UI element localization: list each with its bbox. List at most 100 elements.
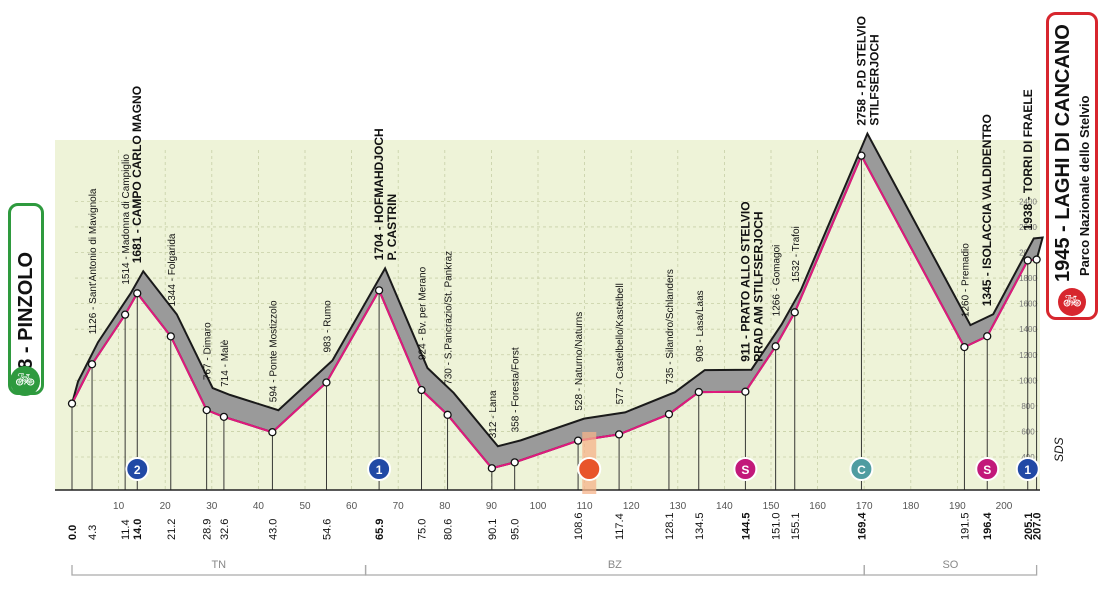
km-tick-label: 40 [253,501,265,512]
place-label: 983 - Rumo [322,300,333,353]
km-tick-label: 140 [716,501,733,512]
km-label: 0.0 [67,525,79,540]
altitude-tick-label: 1000 [1019,376,1037,385]
sprint-marker [975,457,1000,481]
place-label: 924 - Bv. per Merano [418,266,429,360]
km-tick-label: 190 [949,501,966,512]
place-label: 1260 - Premadio [960,243,971,317]
km-label: 11.4 [120,519,132,540]
km-label: 128.1 [664,512,676,540]
start-name: PINZOLO [15,251,37,341]
km-label: 169.4 [856,512,868,540]
km-label: 95.0 [510,519,522,540]
km-label: 117.4 [614,513,626,540]
km-label: 4.3 [87,525,99,540]
km-label: 144.5 [740,512,752,540]
place-label: 1704 - HOFMAHDJOCH [372,128,386,260]
place-label: 1126 - Sant'Antonio di Mavignola [88,188,99,334]
key-points [67,151,1041,490]
place-label: 1532 - Trafoi [791,226,802,282]
key-point-dot [573,436,583,445]
km-label: 205.1 [1023,512,1035,540]
sprint-marker [733,457,758,481]
km-label: 21.2 [166,519,178,540]
altitude-tick-label: 1200 [1019,351,1037,360]
place-label: 312 - Lana [488,390,499,438]
key-point-dot [614,430,624,439]
km-label: 65.9 [374,519,386,540]
km-tick-label: 70 [393,501,405,512]
km-tick-label: 180 [902,501,919,512]
altitude-tick-label: 1800 [1019,274,1037,283]
km-tick-label: 120 [623,501,640,512]
key-point-dot [374,286,384,295]
km-tick-label: 200 [996,501,1013,512]
km-label: 196.4 [982,512,994,540]
place-label: 577 - Castelbello/Kastelbell [615,283,626,404]
place-label-line2: STILFSERJOCH [867,34,881,125]
place-label: 767 - Dimaro [203,322,214,380]
marker-label: 1 [1024,463,1031,477]
key-point-dot [166,332,175,341]
climb-marker [125,457,150,481]
place-label: 528 - Naturno/Naturns [574,312,585,411]
km-tick-label: 50 [299,501,311,512]
key-point-dot [322,378,331,387]
key-point-dot [1023,256,1032,265]
km-tick-label: 130 [669,501,686,512]
feed-marker [577,457,602,481]
place-label: 1681 - CAMPO CARLO MAGNO [130,86,144,263]
km-tick-label: 90 [486,501,498,512]
key-point-dot [510,458,519,467]
place-label: 1345 - ISOLACCIA VALDIDENTRO [980,114,994,306]
key-point-dot [268,428,277,437]
region-label: SO [942,559,958,571]
place-label: 908 - Lasa/Laas [695,290,706,362]
key-point-dot [120,310,130,319]
altitude-tick-label: 2200 [1019,223,1037,232]
key-point-dot [771,342,780,351]
place-label: 1938 - TORRI DI FRAELE [1021,89,1035,230]
km-tick-label: 60 [346,501,358,512]
finish-title: 1945 - LAGHI DI CANCANO [1052,24,1074,282]
km-tick-label: 160 [809,501,826,512]
region-label: BZ [608,559,622,571]
km-label: 14.0 [132,519,144,540]
marker-label: S [983,463,991,477]
key-point-dot [664,410,674,419]
markers: 2 1 S C S 1 [125,432,1040,494]
km-label: 32.6 [219,519,231,540]
marker-label: 2 [134,463,141,477]
key-point-dot [1032,255,1041,264]
climb-marker [1015,457,1040,481]
key-point-dot [960,342,969,352]
place-label: 1266 - Gomagoi [772,245,783,317]
key-point-dot [219,412,229,422]
key-point-dot [857,151,866,160]
key-point-dot [694,387,703,397]
place-label-line2: PRAD AM STILFSERJOCH [751,211,765,361]
km-tick-label: 80 [439,501,451,512]
key-point-dot [443,410,452,419]
km-grid: 10 20 30 40 50 60 70 80 90 100 110 120 130 140 150 160 1… [113,150,1013,512]
brand-logo: SDS [1052,437,1066,462]
finish-bike-icon: 🚲︎ [1058,288,1086,316]
place-label: 735 - Silandro/Schlanders [665,269,676,384]
km-tick-label: 20 [160,501,172,512]
marker-label: 1 [376,463,383,477]
cima-marker [849,457,874,481]
place-labels: 1126 - Sant'Antonio di Mavignola 1514 - M… [88,16,1035,438]
altitude-grid: 4006008001000120014001600180020002200240… [75,197,1040,462]
key-point-dot [202,405,211,415]
km-label: 155.1 [790,512,802,540]
key-point-dot [67,399,77,408]
key-point-dot [741,387,750,396]
finish-subtitle: Parco Nazionale dello Stelvio [1077,95,1092,276]
altitude-tick-label: 1600 [1019,300,1037,309]
place-label: 1514 - Madonna di Campiglio [121,154,132,285]
km-label: 151.0 [771,512,783,540]
start-box [8,203,44,395]
place-label: 2758 - P.D STELVIO [854,16,868,126]
finish-box [1046,12,1098,320]
